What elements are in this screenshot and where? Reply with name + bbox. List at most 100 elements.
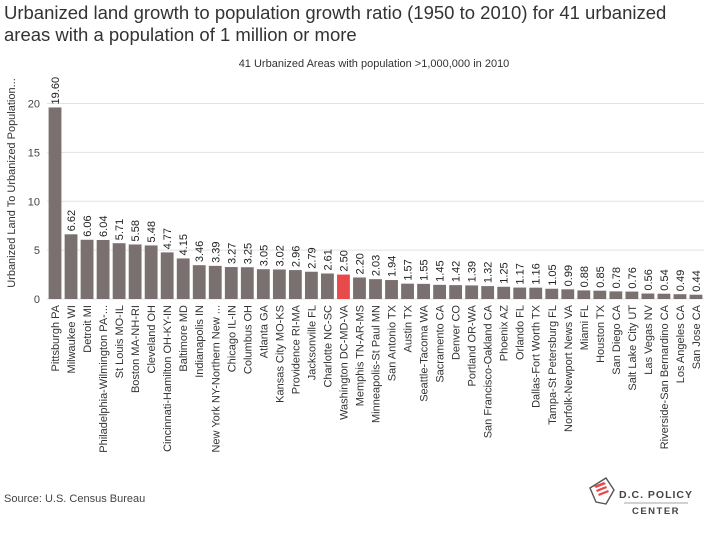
x-tick-label: Los Angeles CA — [675, 304, 687, 383]
bar — [449, 285, 463, 299]
x-tick-label: Cleveland OH — [146, 305, 158, 374]
bar — [337, 274, 350, 299]
value-label: 3.25 — [242, 243, 254, 264]
value-label: 2.61 — [322, 249, 334, 270]
value-label: 0.85 — [595, 266, 607, 287]
bar — [641, 293, 655, 299]
x-tick-label: Cincinnati-Hamilton OH-KY-IN — [162, 305, 174, 452]
x-tick-label: Pittsburgh PA — [50, 304, 62, 371]
dc-policy-center-logo: D.C. POLICY CENTER — [589, 477, 693, 517]
value-label: 2.79 — [306, 247, 318, 268]
value-label: 0.78 — [611, 267, 623, 288]
x-tick-label: Indianapolis IN — [194, 305, 206, 378]
value-label: 2.96 — [290, 246, 302, 267]
bar — [545, 288, 559, 299]
x-tick-label: Atlanta GA — [258, 304, 270, 358]
x-tick-label: San Diego CA — [611, 304, 623, 374]
bar — [433, 284, 447, 299]
chart-title: Urbanized land growth to population grow… — [4, 2, 667, 45]
value-label: 3.39 — [210, 241, 222, 262]
value-label: 6.62 — [66, 210, 78, 231]
value-label: 1.42 — [451, 261, 463, 282]
value-label: 2.20 — [354, 253, 366, 274]
bar — [401, 283, 414, 299]
value-label: 6.04 — [98, 216, 110, 237]
x-axis-ticks: Pittsburgh PA Milwaukee WI Detroit MI Phila… — [50, 304, 703, 452]
value-label: 3.46 — [194, 241, 206, 262]
x-tick-label: Detroit MI — [82, 305, 94, 353]
x-tick-label: Seattle-Tacoma WA — [419, 304, 431, 401]
x-tick-label: Tampa-St Petersburg FL — [547, 305, 559, 425]
value-label: 5.48 — [146, 221, 158, 242]
bar — [609, 291, 623, 299]
bar — [385, 280, 398, 299]
bar — [80, 239, 94, 299]
value-label: 0.88 — [579, 266, 591, 287]
bar — [465, 285, 479, 299]
x-tick-label: Charlotte NC-SC — [322, 305, 334, 388]
value-label: 1.94 — [387, 256, 399, 277]
value-label: 0.44 — [691, 270, 703, 291]
value-labels: 19.60 6.62 6.06 6.04 5.71 5.58 5.48 4.77 4.15 3.4… — [50, 77, 703, 292]
x-tick-label: Sacramento CA — [435, 304, 447, 382]
bar — [176, 258, 190, 299]
bar — [593, 290, 607, 299]
bar — [353, 277, 366, 299]
x-tick-label: Providence RI-MA — [290, 304, 302, 394]
logo-line-1: D.C. POLICY — [619, 489, 693, 501]
bar — [208, 265, 222, 299]
y-axis-ticks: 0 5 10 15 20 — [28, 99, 40, 306]
bar-chart: 41 Urbanized Areas with population >1,00… — [6, 58, 704, 453]
value-label: 0.76 — [627, 267, 639, 288]
x-tick-label: St Louis MO-IL — [114, 305, 126, 378]
y-axis-label: Urbanized Land To Urbanized Population..… — [6, 78, 18, 288]
x-tick-label: Memphis TN-AR-MS — [354, 305, 366, 406]
x-tick-label: Las Vegas NV — [643, 304, 655, 374]
bar — [497, 286, 511, 299]
x-tick-label: San Jose CA — [691, 304, 703, 369]
value-label: 1.16 — [531, 263, 543, 284]
bar — [304, 271, 318, 299]
bar — [160, 252, 174, 299]
value-label: 19.60 — [50, 77, 62, 105]
x-tick-label: Orlando FL — [515, 305, 527, 360]
y-tick-label: 20 — [28, 99, 40, 111]
bar — [96, 239, 110, 299]
bar — [64, 234, 78, 299]
x-tick-label: Milwaukee WI — [66, 305, 78, 373]
bar — [272, 269, 286, 299]
y-tick-label: 0 — [34, 294, 40, 306]
bar — [288, 270, 302, 299]
bar — [529, 287, 543, 299]
x-tick-label: San Antonio TX — [387, 304, 399, 381]
bar — [256, 269, 270, 299]
value-label: 1.45 — [435, 260, 447, 281]
value-label: 1.57 — [403, 259, 415, 280]
value-label: 1.25 — [499, 262, 511, 283]
dc-map-icon — [589, 477, 615, 505]
value-label: 1.17 — [515, 263, 527, 284]
value-label: 3.27 — [226, 243, 238, 264]
value-label: 3.05 — [258, 245, 270, 266]
chart-subtitle: 41 Urbanized Areas with population >1,00… — [239, 58, 510, 70]
x-tick-label: Chicago IL-IN — [226, 305, 238, 372]
bar — [112, 243, 126, 299]
bar — [48, 107, 62, 299]
x-tick-label: Miami FL — [579, 305, 591, 350]
bar — [673, 294, 687, 299]
x-tick-label: Dallas-Fort Worth TX — [531, 304, 543, 408]
x-tick-label: Columbus OH — [242, 305, 254, 374]
x-tick-label: Riverside-San Bernardino CA — [659, 304, 671, 449]
bar — [321, 273, 334, 299]
x-tick-label: Jacksonville FL — [306, 305, 318, 380]
value-label: 0.99 — [563, 265, 575, 286]
bar — [513, 287, 527, 299]
bar — [417, 283, 430, 299]
x-tick-label: Houston TX — [595, 304, 607, 363]
value-label: 2.03 — [371, 255, 383, 276]
value-label: 6.06 — [82, 215, 94, 236]
value-label: 1.55 — [419, 259, 431, 280]
bar — [561, 289, 575, 299]
value-label: 2.50 — [338, 250, 350, 271]
bar — [689, 294, 703, 299]
